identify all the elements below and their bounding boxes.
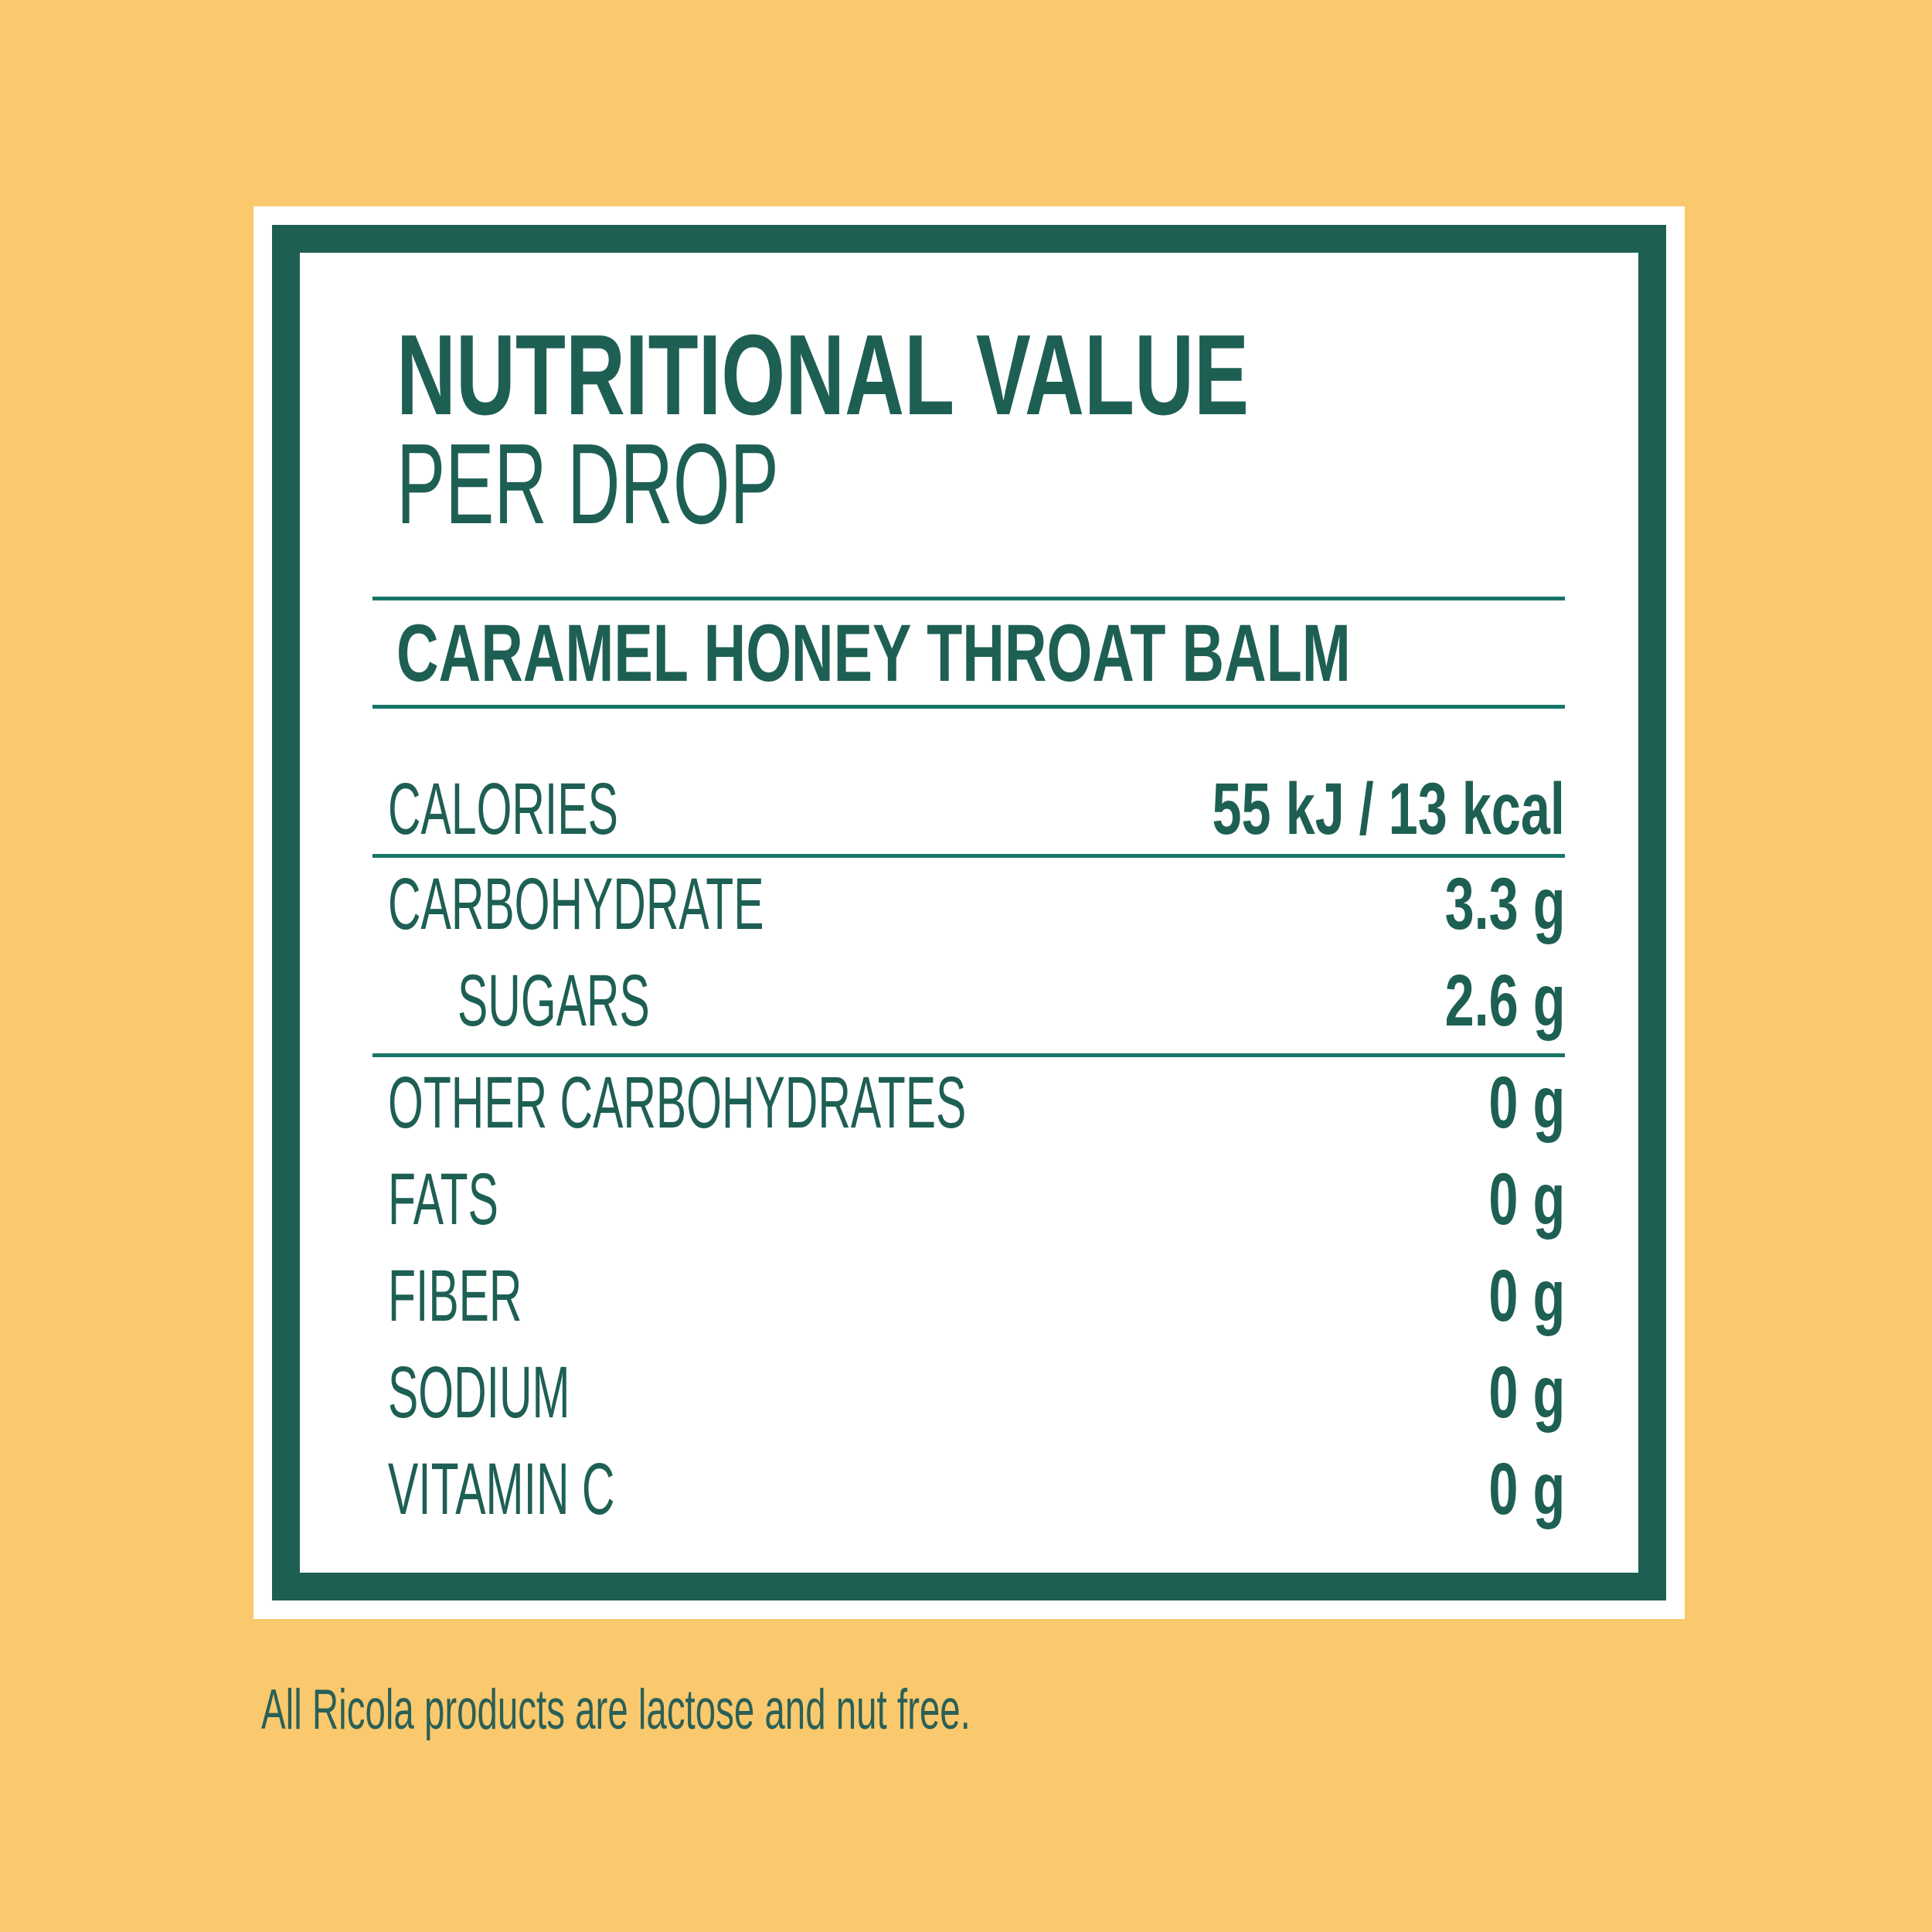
- divider-under-calories: [372, 854, 1565, 858]
- divider-top: [372, 597, 1565, 600]
- product-name: CARAMEL HONEY THROAT BALM: [396, 608, 1351, 699]
- divider-under-sugars: [372, 1053, 1565, 1057]
- row-value: 3.3 g: [1444, 863, 1565, 945]
- card-content: NUTRITIONAL VALUE PER DROP CARAMEL HONEY…: [372, 0, 1565, 1932]
- page-title: NUTRITIONAL VALUE: [396, 311, 1250, 439]
- table-row-sodium: SODIUM 0 g: [372, 1356, 1565, 1430]
- divider-under-product: [372, 705, 1565, 709]
- table-row-fiber: FIBER 0 g: [372, 1260, 1565, 1334]
- row-value: 0 g: [1488, 1448, 1565, 1530]
- row-value: 0 g: [1488, 1062, 1565, 1144]
- row-value: 2.6 g: [1444, 960, 1565, 1042]
- row-label: FIBER: [388, 1255, 522, 1337]
- page-subtitle: PER DROP: [396, 420, 779, 548]
- row-label: SUGARS: [457, 960, 650, 1042]
- table-row-fats: FATS 0 g: [372, 1163, 1565, 1237]
- card-teal-frame: [272, 225, 1666, 1600]
- footer-note: All Ricola products are lactose and nut …: [261, 1679, 971, 1741]
- row-value: 0 g: [1488, 1255, 1565, 1337]
- row-label: CARBOHYDRATE: [388, 863, 764, 945]
- row-value: 55 kJ / 13 kcal: [1212, 768, 1565, 850]
- table-row-vitamin-c: VITAMIN C 0 g: [372, 1453, 1565, 1527]
- nutrition-label-card: [253, 206, 1685, 1619]
- row-value: 0 g: [1488, 1158, 1565, 1240]
- row-label: SODIUM: [388, 1352, 570, 1434]
- table-row-calories: CALORIES 55 kJ / 13 kcal: [372, 773, 1565, 847]
- row-label: CALORIES: [388, 768, 618, 850]
- row-label: FATS: [388, 1158, 498, 1240]
- table-row-sugars: SUGARS 2.6 g: [372, 964, 1565, 1039]
- row-label: OTHER CARBOHYDRATES: [388, 1062, 967, 1144]
- table-row-other-carbohydrates: OTHER CARBOHYDRATES 0 g: [372, 1066, 1565, 1141]
- row-label: VITAMIN C: [388, 1448, 615, 1530]
- row-value: 0 g: [1488, 1352, 1565, 1434]
- table-row-carbohydrate: CARBOHYDRATE 3.3 g: [372, 868, 1565, 942]
